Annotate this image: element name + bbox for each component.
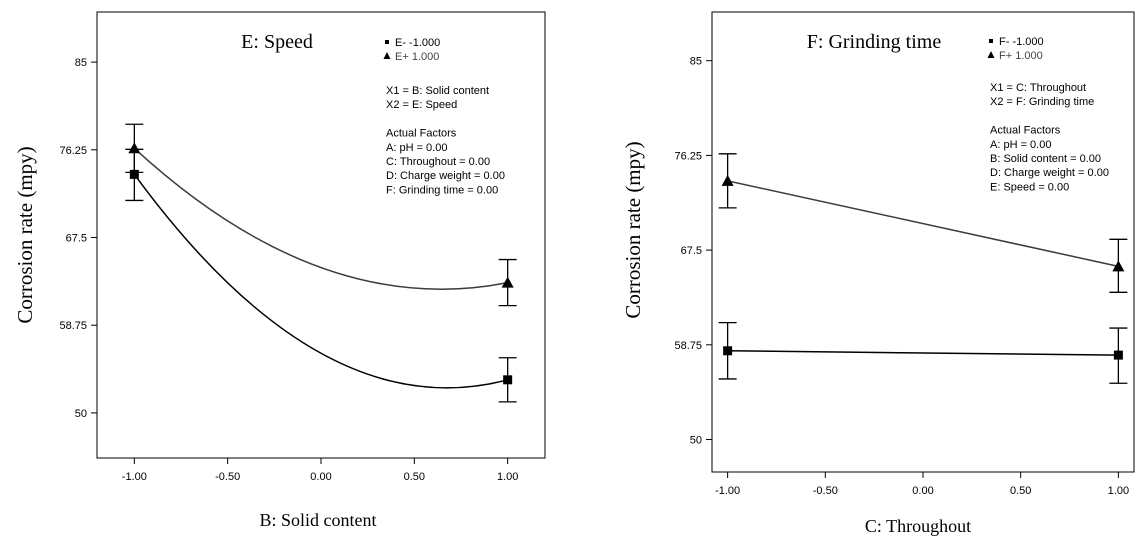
y-tick-label: 85 bbox=[690, 56, 702, 68]
y-axis-label: Corrosion rate (mpy) bbox=[13, 146, 37, 323]
y-tick-label: 76.25 bbox=[59, 145, 87, 157]
legend-marker-triangle bbox=[383, 52, 391, 59]
x-tick-label: -1.00 bbox=[715, 485, 740, 497]
y-tick-label: 50 bbox=[75, 408, 87, 420]
x-tick-label: -0.50 bbox=[215, 471, 240, 483]
data-point-triangle bbox=[721, 174, 734, 186]
legend-label: E+ 1.000 bbox=[395, 51, 439, 63]
data-point-square bbox=[723, 346, 733, 356]
annotation-line: A: pH = 0.00 bbox=[990, 139, 1051, 151]
annotation-line: X2 = E: Speed bbox=[386, 99, 457, 111]
series-line bbox=[727, 350, 1119, 356]
y-tick-label: 50 bbox=[690, 435, 702, 447]
x-tick-label: 0.00 bbox=[310, 471, 331, 483]
annotation-line: X2 = F: Grinding time bbox=[990, 96, 1094, 108]
y-tick-label: 58.75 bbox=[59, 320, 87, 332]
series-line bbox=[133, 147, 508, 290]
legend-marker-square bbox=[385, 40, 389, 44]
y-axis-label: Corrosion rate (mpy) bbox=[621, 141, 645, 318]
annotation-line: D: Charge weight = 0.00 bbox=[386, 170, 505, 182]
x-tick-label: -0.50 bbox=[813, 485, 838, 497]
x-tick-label: 1.00 bbox=[1108, 485, 1129, 497]
annotation-line: B: Solid content = 0.00 bbox=[990, 153, 1101, 165]
annotation-line: Actual Factors bbox=[990, 125, 1061, 137]
y-tick-label: 67.5 bbox=[681, 245, 702, 257]
series-high bbox=[125, 123, 517, 307]
chart-grinding-time: 50 58.75 76.25 67.5 85 -1.00 -0.50 0.00 0.50 1.00… bbox=[621, 11, 1135, 536]
annotation-line: X1 = B: Solid content bbox=[386, 85, 489, 97]
data-point-triangle bbox=[128, 142, 141, 154]
series-high bbox=[718, 153, 1128, 293]
y-tick-label: 76.25 bbox=[674, 150, 702, 162]
annotation-line: C: Throughout = 0.00 bbox=[386, 156, 490, 168]
series-low bbox=[718, 321, 1128, 384]
y-tick-label: 58.75 bbox=[674, 340, 702, 352]
y-tick-label: 85 bbox=[75, 57, 87, 69]
series-line bbox=[727, 180, 1119, 268]
data-point-square bbox=[129, 169, 139, 179]
series-line bbox=[133, 173, 508, 389]
chart-speed: 50 58.75 67.5 76.25 85 -1.00 -0.50 0.00 0.50 1.00… bbox=[13, 11, 546, 530]
chart-title: F: Grinding time bbox=[807, 31, 942, 53]
x-tick-label: 0.00 bbox=[912, 485, 933, 497]
x-axis-label: C: Throughout bbox=[865, 516, 971, 536]
plot-frame bbox=[711, 11, 1135, 473]
legend-marker-triangle bbox=[987, 51, 995, 58]
legend-marker-square bbox=[989, 39, 993, 43]
chart-title: E: Speed bbox=[241, 31, 313, 53]
x-tick-label: 0.50 bbox=[1010, 485, 1031, 497]
y-tick-label: 67.5 bbox=[66, 233, 87, 245]
data-point-triangle bbox=[1112, 260, 1125, 272]
data-point-square bbox=[503, 375, 513, 385]
annotation-line: D: Charge weight = 0.00 bbox=[990, 167, 1109, 179]
x-axis-label: B: Solid content bbox=[260, 510, 377, 530]
annotation-line: E: Speed = 0.00 bbox=[990, 181, 1069, 193]
annotation-line: X1 = C: Throughout bbox=[990, 82, 1086, 94]
legend-label: F+ 1.000 bbox=[999, 50, 1043, 62]
x-tick-label: -1.00 bbox=[122, 471, 147, 483]
annotation-line: Actual Factors bbox=[386, 128, 457, 140]
annotation-line: F: Grinding time = 0.00 bbox=[386, 184, 498, 196]
legend-label: E- -1.000 bbox=[395, 37, 440, 49]
x-tick-label: 0.50 bbox=[404, 471, 425, 483]
x-tick-label: 1.00 bbox=[497, 471, 518, 483]
annotation-line: A: pH = 0.00 bbox=[386, 142, 447, 154]
legend-label: F- -1.000 bbox=[999, 36, 1044, 48]
data-point-square bbox=[1113, 350, 1123, 360]
plot-frame bbox=[96, 11, 546, 459]
data-point-triangle bbox=[501, 276, 514, 288]
